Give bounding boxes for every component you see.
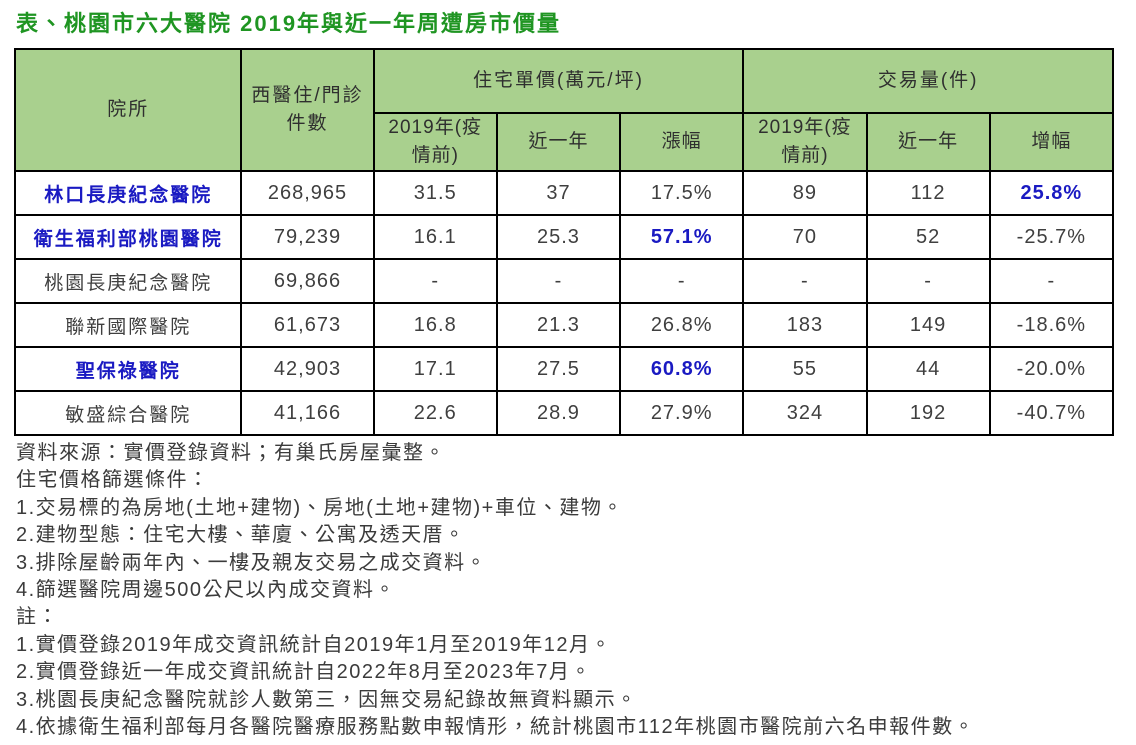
price-recent-value: -: [495, 258, 622, 304]
price-change-value: 26.8%: [619, 302, 745, 348]
cases-value: 42,903: [240, 346, 375, 392]
note-remark-3: 3.桃園長庚紀念醫院就診人數第三，因無交易紀錄故無資料顯示。: [16, 688, 638, 711]
volume-2019-value: 183: [742, 302, 868, 348]
column-header-price-2019: 2019年(疫情前): [372, 112, 498, 172]
table-row: 林口長庚紀念醫院 268,965 31.5 37 17.5% 89 112 25…: [13, 170, 1115, 216]
page-title: 表、桃園市六大醫院 2019年與近一年周遭房市價量: [16, 11, 562, 36]
volume-change-value: -25.7%: [988, 214, 1115, 260]
cases-value: 268,965: [240, 170, 375, 216]
table-row: 衛生福利部桃園醫院 79,239 16.1 25.3 57.1% 70 52 -…: [13, 214, 1115, 260]
column-header-price-change: 漲幅: [619, 112, 745, 172]
volume-change-value: -18.6%: [988, 302, 1115, 348]
header-sub-row: 2019年(疫情前) 近一年 漲幅 2019年(疫情前) 近一年 增幅: [15, 112, 1115, 172]
table-body: 林口長庚紀念醫院 268,965 31.5 37 17.5% 89 112 25…: [13, 170, 1115, 436]
column-group-unit-price: 住宅單價(萬元/坪): [372, 48, 745, 114]
volume-change-value: -: [988, 258, 1115, 304]
hospital-name: 敏盛綜合醫院: [13, 390, 243, 436]
price-2019-value: 16.1: [372, 214, 498, 260]
volume-change-value: -20.0%: [988, 346, 1115, 392]
cases-value: 69,866: [240, 258, 375, 304]
footnotes: 資料來源：實價登錄資料；有巢氏房屋彙整。 住宅價格篩選條件： 1.交易標的為房地…: [16, 440, 1124, 741]
price-change-value: -: [619, 258, 745, 304]
volume-2019-value: 89: [742, 170, 868, 216]
price-change-value: 57.1%: [619, 214, 745, 260]
note-filter-2: 2.建物型態：住宅大樓、華廈、公寓及透天厝。: [16, 524, 466, 547]
price-change-value: 17.5%: [619, 170, 745, 216]
column-header-volume-2019: 2019年(疫情前): [742, 112, 868, 172]
table-row: 桃園長庚紀念醫院 69,866 - - - - - -: [13, 258, 1115, 304]
column-header-price-recent-year: 近一年: [495, 112, 622, 172]
volume-change-value: 25.8%: [988, 170, 1115, 216]
price-change-value: 60.8%: [619, 346, 745, 392]
hospital-name: 聖保祿醫院: [13, 346, 243, 392]
note-remark-4: 4.依據衛生福利部每月各醫院醫療服務點數申報情形，統計桃園市112年桃園市醫院前…: [16, 716, 976, 739]
cases-value: 79,239: [240, 214, 375, 260]
cases-value: 41,166: [240, 390, 375, 436]
volume-2019-value: 55: [742, 346, 868, 392]
price-recent-value: 37: [495, 170, 622, 216]
volume-change-value: -40.7%: [988, 390, 1115, 436]
column-header-hospital: 院所: [13, 48, 243, 172]
price-2019-value: 22.6: [372, 390, 498, 436]
volume-recent-value: -: [865, 258, 991, 304]
table-row: 敏盛綜合醫院 41,166 22.6 28.9 27.9% 324 192 -4…: [13, 390, 1115, 436]
volume-recent-value: 192: [865, 390, 991, 436]
table-row: 聯新國際醫院 61,673 16.8 21.3 26.8% 183 149 -1…: [13, 302, 1115, 348]
hospital-name: 林口長庚紀念醫院: [13, 170, 243, 216]
note-source: 資料來源：實價登錄資料；有巢氏房屋彙整。: [16, 442, 446, 464]
volume-2019-value: 324: [742, 390, 868, 436]
price-recent-value: 25.3: [495, 214, 622, 260]
column-header-volume-change: 增幅: [988, 112, 1115, 172]
header-group-row: 院所 西醫住/門診件數 住宅單價(萬元/坪) 交易量(件): [13, 48, 1114, 172]
note-filter-heading: 住宅價格篩選條件：: [16, 469, 210, 492]
price-2019-value: -: [372, 258, 498, 304]
volume-recent-value: 112: [865, 170, 991, 216]
price-change-value: 27.9%: [619, 390, 745, 436]
hospital-name: 桃園長庚紀念醫院: [13, 258, 243, 304]
price-2019-value: 17.1: [372, 346, 498, 392]
volume-2019-value: 70: [742, 214, 868, 260]
note-remark-2: 2.實價登錄近一年成交資訊統計自2022年8月至2023年7月。: [16, 661, 592, 684]
column-header-volume-recent-year: 近一年: [865, 112, 991, 172]
price-recent-value: 21.3: [495, 302, 622, 348]
note-remarks-heading: 註：: [16, 606, 59, 629]
hospital-name: 衛生福利部桃園醫院: [13, 214, 243, 260]
volume-2019-value: -: [742, 258, 868, 304]
volume-recent-value: 52: [865, 214, 991, 260]
hospital-housing-table: 院所 西醫住/門診件數 住宅單價(萬元/坪) 交易量(件) 2019年(疫情前)…: [13, 48, 1115, 436]
table-header: 院所 西醫住/門診件數 住宅單價(萬元/坪) 交易量(件) 2019年(疫情前)…: [13, 48, 1115, 172]
note-filter-3: 3.排除屋齡兩年內、一樓及親友交易之成交資料。: [16, 551, 488, 574]
note-remark-1: 1.實價登錄2019年成交資訊統計自2019年1月至2019年12月。: [16, 633, 613, 656]
note-filter-4: 4.篩選醫院周邊500公尺以內成交資料。: [16, 579, 397, 602]
note-filter-1: 1.交易標的為房地(土地+建物)、房地(土地+建物)+車位、建物。: [16, 496, 624, 519]
cases-value: 61,673: [240, 302, 375, 348]
price-recent-value: 27.5: [495, 346, 622, 392]
hospital-name: 聯新國際醫院: [13, 302, 243, 348]
table-row: 聖保祿醫院 42,903 17.1 27.5 60.8% 55 44 -20.0…: [13, 346, 1115, 392]
volume-recent-value: 44: [865, 346, 991, 392]
column-header-cases: 西醫住/門診件數: [240, 48, 375, 172]
volume-recent-value: 149: [865, 302, 991, 348]
price-recent-value: 28.9: [495, 390, 622, 436]
column-group-transaction-volume: 交易量(件): [742, 48, 1114, 114]
price-2019-value: 16.8: [372, 302, 498, 348]
price-2019-value: 31.5: [372, 170, 498, 216]
